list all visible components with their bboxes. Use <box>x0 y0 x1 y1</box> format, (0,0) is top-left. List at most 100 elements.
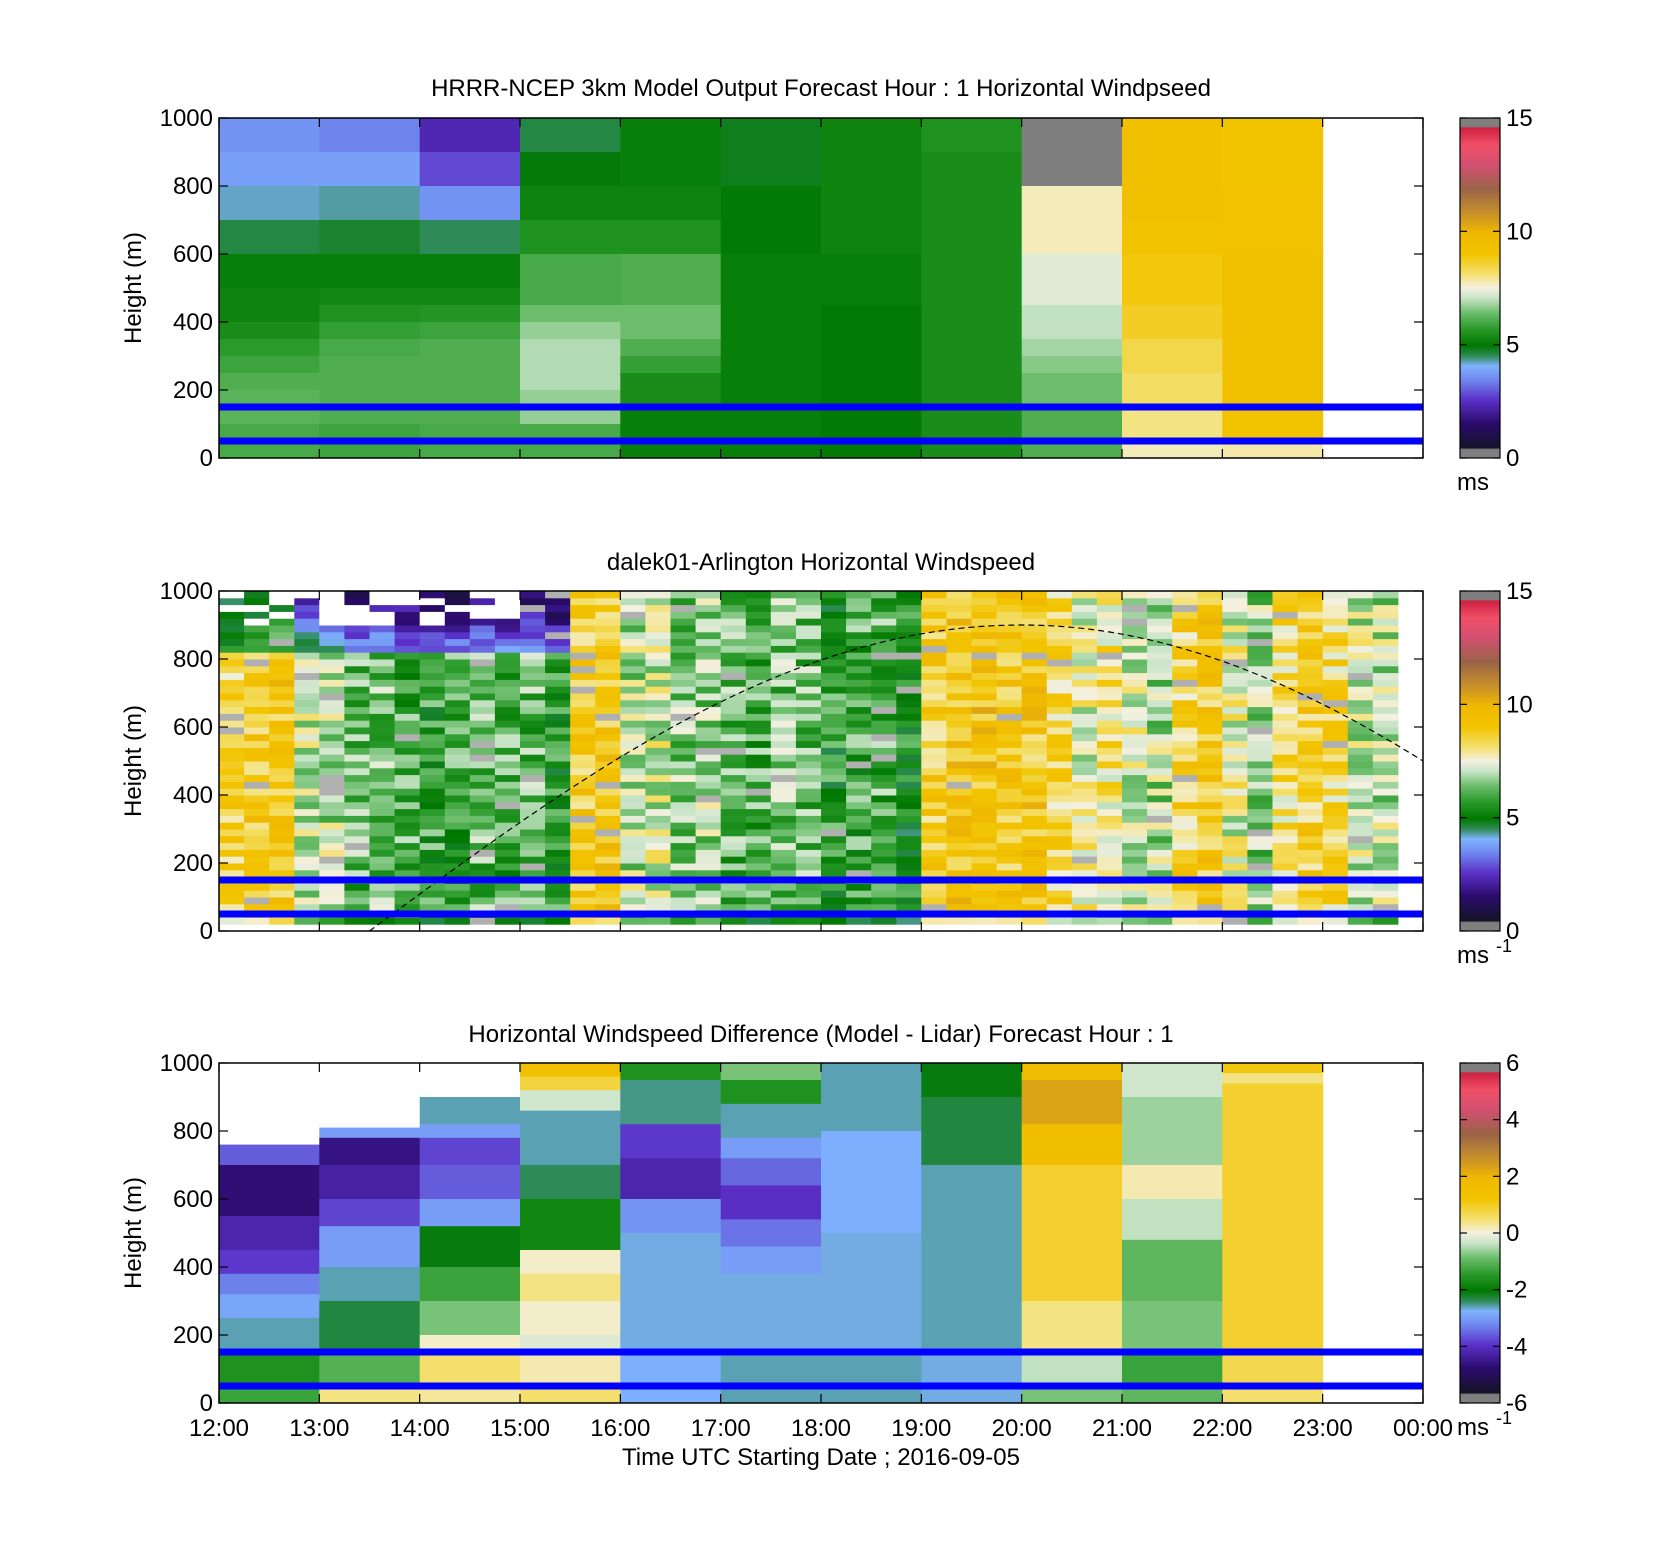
heatmap-cell <box>1021 625 1048 633</box>
heatmap-cell <box>1347 625 1374 633</box>
heatmap-cell <box>1347 788 1374 796</box>
heatmap-cell <box>745 679 772 687</box>
heatmap-cell <box>745 815 772 823</box>
heatmap-cell <box>394 611 421 619</box>
heatmap-cell <box>1046 767 1073 776</box>
heatmap-cell <box>219 631 245 640</box>
heatmap-cell <box>1021 597 1048 606</box>
heatmap-cell <box>419 863 446 871</box>
heatmap-cell <box>946 631 972 640</box>
heatmap-cell <box>319 808 345 816</box>
heatmap-cell <box>219 856 245 864</box>
heatmap-cell <box>269 611 295 619</box>
heatmap-cell <box>1096 801 1123 810</box>
heatmap-cell <box>1096 618 1123 626</box>
heatmap-cell <box>896 815 922 823</box>
heatmap-cell <box>896 808 922 816</box>
heatmap-cell <box>1071 638 1098 646</box>
heatmap-cell <box>294 645 320 653</box>
heatmap-cell <box>971 808 998 816</box>
heatmap-cell <box>1172 740 1198 748</box>
heatmap-cell <box>294 815 320 823</box>
heatmap-cell <box>394 638 421 646</box>
heatmap-cell <box>570 699 596 708</box>
heatmap-cell <box>520 842 546 850</box>
heatmap-cell <box>244 611 270 619</box>
heatmap-cell <box>319 795 345 803</box>
heatmap-cell <box>520 781 546 789</box>
reference-lines <box>219 403 1423 445</box>
heatmap-cell <box>846 815 872 823</box>
heatmap-cell <box>1322 754 1349 762</box>
heatmap-cell <box>971 625 998 633</box>
heatmap-cell <box>846 659 872 667</box>
heatmap-cell <box>1096 897 1123 905</box>
heatmap-cell <box>871 883 897 891</box>
heatmap-cell <box>1122 1239 1223 1302</box>
heatmap-cell <box>1021 727 1048 735</box>
heatmap-cell <box>595 706 621 714</box>
heatmap-cell <box>1122 869 1148 878</box>
heatmap-cell <box>1172 801 1198 810</box>
heatmap-cell <box>1222 815 1248 823</box>
heatmap-cell <box>469 618 496 626</box>
heatmap-cell <box>1272 897 1299 905</box>
heatmap-cell <box>369 835 396 844</box>
heatmap-cell <box>1046 801 1073 810</box>
heatmap-cell <box>1071 795 1098 803</box>
heatmap-cell <box>846 808 872 816</box>
heatmap-cell <box>444 808 471 816</box>
heatmap-cell <box>1147 686 1173 694</box>
heatmap-cell <box>545 801 571 810</box>
heatmap-cell <box>419 849 446 857</box>
heatmap-cell <box>1372 754 1399 762</box>
heatmap-cell <box>1197 659 1223 667</box>
heatmap-cell <box>620 822 646 830</box>
heatmap-cell <box>1122 822 1148 830</box>
heatmap-cell <box>545 679 571 687</box>
heatmap-cell <box>319 288 421 306</box>
heatmap-cell <box>770 856 797 864</box>
heatmap-cell <box>1347 795 1374 803</box>
heatmap-cell <box>294 740 320 748</box>
heatmap-cell <box>1096 740 1123 748</box>
heatmap-cell <box>896 774 922 782</box>
heatmap-cell <box>545 604 571 612</box>
heatmap-cell <box>344 706 370 714</box>
heatmap-cell <box>770 767 797 776</box>
heatmap-cell <box>1021 604 1048 612</box>
heatmap-cell <box>1372 822 1399 830</box>
heatmap-cell <box>394 917 421 925</box>
heatmap-cell <box>1222 441 1324 458</box>
heatmap-cell <box>1021 305 1123 340</box>
heatmap-cell <box>871 815 897 823</box>
heatmap-cell <box>595 699 621 708</box>
heatmap-cell <box>846 801 872 810</box>
heatmap-cell <box>1297 788 1324 796</box>
heatmap-cell <box>1021 254 1123 306</box>
heatmap-cell <box>219 788 245 796</box>
heatmap-cell <box>1222 863 1248 871</box>
heatmap-cell <box>319 1165 421 1200</box>
heatmap-cell <box>745 856 772 864</box>
heatmap-cell <box>369 829 396 837</box>
heatmap-cell <box>1122 781 1148 789</box>
heatmap-cell <box>1222 917 1248 925</box>
heatmap-cell <box>670 659 697 667</box>
heatmap-cell <box>1322 774 1349 782</box>
heatmap-cell <box>444 611 471 619</box>
heatmap-cell <box>921 1352 1023 1403</box>
heatmap-cell <box>795 829 822 837</box>
x-axis-ticks <box>218 591 1424 931</box>
heatmap-cell <box>545 638 571 646</box>
heatmap-cell <box>494 699 521 708</box>
heatmap-cell <box>520 186 621 221</box>
heatmap-cell <box>1046 604 1073 612</box>
heatmap-cell <box>469 659 496 667</box>
heatmap-cell <box>846 638 872 646</box>
heatmap-cell <box>1297 597 1324 606</box>
heatmap-cell <box>1222 869 1248 878</box>
heatmap-cell <box>269 591 295 599</box>
heatmap-cell <box>871 638 897 646</box>
heatmap-cell <box>946 733 972 742</box>
